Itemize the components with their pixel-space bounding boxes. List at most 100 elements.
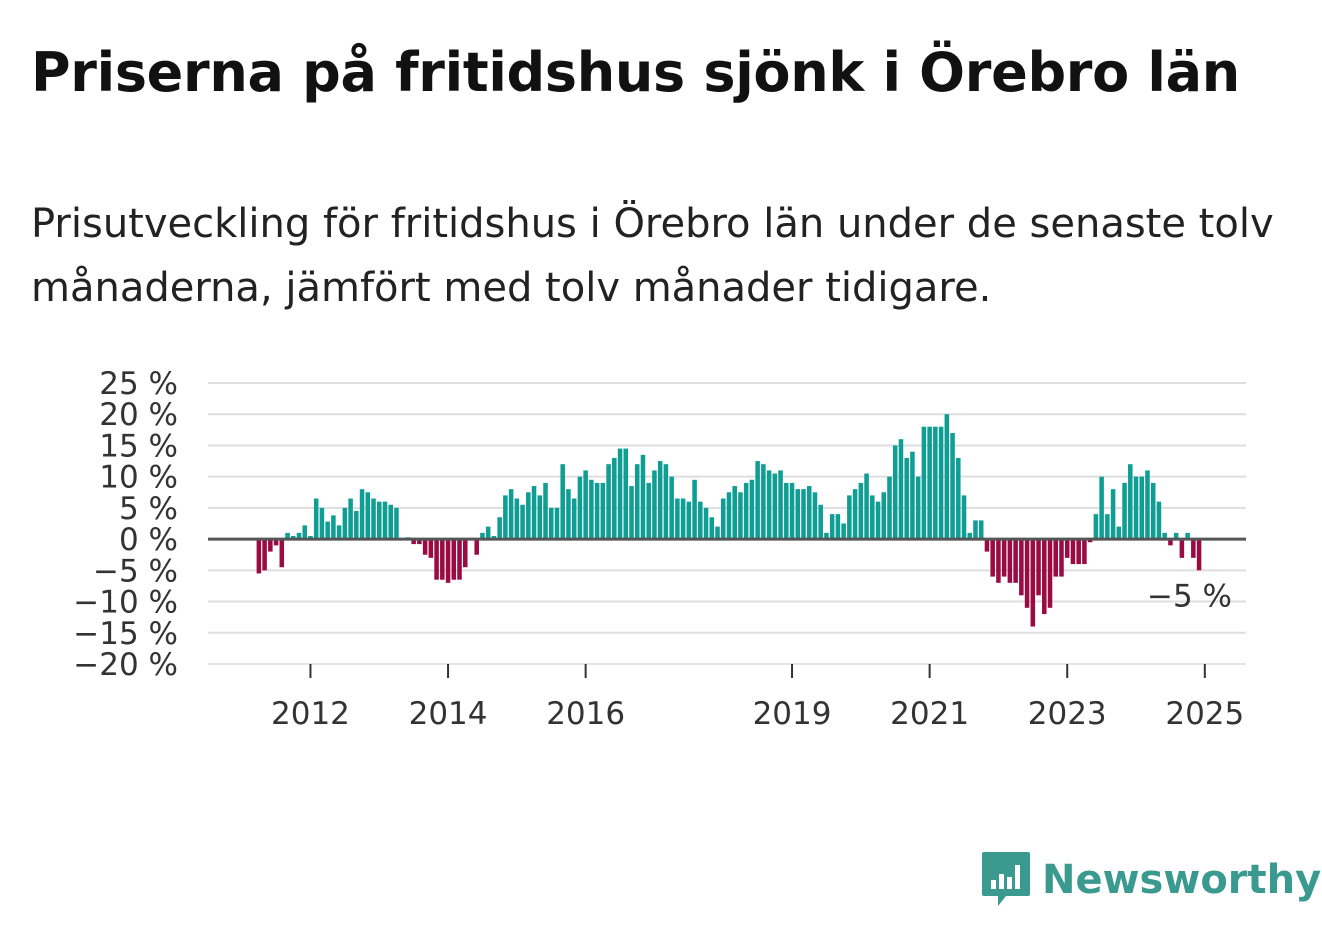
bar bbox=[629, 486, 634, 540]
bar bbox=[359, 489, 365, 540]
bar bbox=[1082, 539, 1087, 565]
bar bbox=[967, 532, 973, 540]
bar bbox=[554, 507, 560, 540]
bar bbox=[480, 532, 485, 540]
bar bbox=[743, 482, 749, 540]
bar bbox=[1053, 539, 1059, 577]
bar bbox=[485, 526, 491, 540]
bar bbox=[950, 432, 955, 540]
y-tick-label: 20 % bbox=[99, 397, 178, 433]
last-value-label: −5 % bbox=[1147, 578, 1232, 614]
bar bbox=[1064, 539, 1070, 558]
bar bbox=[422, 539, 428, 555]
y-tick-label: −20 % bbox=[73, 647, 178, 683]
bar bbox=[594, 482, 600, 540]
bar bbox=[1128, 464, 1133, 540]
bar bbox=[818, 504, 823, 540]
bar bbox=[732, 486, 737, 540]
bar bbox=[279, 539, 285, 568]
bar bbox=[657, 461, 663, 540]
newsworthy-logo-icon bbox=[982, 852, 1030, 906]
bar bbox=[491, 535, 497, 540]
bar bbox=[313, 498, 319, 540]
bar bbox=[801, 489, 806, 540]
bar bbox=[606, 464, 611, 540]
bar bbox=[1133, 476, 1139, 540]
chart-subtitle: Prisutveckling för fritidshus i Örebro l… bbox=[31, 201, 1274, 311]
bar bbox=[686, 501, 692, 540]
chart-title: Priserna på fritidshus sjönk i Örebro lä… bbox=[31, 41, 1240, 104]
bar bbox=[617, 448, 623, 540]
bar bbox=[388, 504, 393, 540]
bar bbox=[451, 539, 457, 580]
bar bbox=[847, 495, 852, 540]
bar bbox=[445, 539, 451, 583]
bar bbox=[669, 476, 674, 540]
bar bbox=[870, 495, 875, 540]
bar bbox=[1150, 482, 1156, 540]
bar bbox=[411, 539, 416, 545]
bar bbox=[371, 498, 376, 540]
bar bbox=[978, 520, 984, 540]
bar bbox=[1019, 539, 1024, 596]
bar bbox=[675, 498, 680, 540]
bar bbox=[927, 426, 932, 540]
y-tick-label: 10 % bbox=[99, 460, 178, 496]
bar bbox=[382, 501, 388, 540]
y-axis-ticks: 25 %20 %15 %10 %5 %0 %−5 %−10 %−15 %−20 … bbox=[73, 366, 178, 683]
bar bbox=[938, 426, 944, 540]
bar bbox=[503, 495, 508, 540]
bar bbox=[365, 492, 371, 540]
bar bbox=[508, 489, 514, 540]
bar bbox=[262, 539, 267, 571]
x-axis-ticks: 2012 2014 2016 2019 2021 2023 2025 bbox=[271, 664, 1244, 732]
annotations: −5 % bbox=[1147, 578, 1232, 614]
bar bbox=[273, 539, 279, 546]
bar bbox=[291, 535, 296, 540]
bar bbox=[806, 486, 812, 540]
bar bbox=[457, 539, 462, 580]
bar bbox=[1099, 476, 1104, 540]
bar bbox=[308, 535, 313, 540]
bar bbox=[537, 495, 543, 540]
bar bbox=[1156, 501, 1162, 540]
bar bbox=[497, 517, 502, 540]
bar bbox=[864, 473, 869, 540]
bar bbox=[428, 539, 434, 558]
bar bbox=[812, 492, 818, 540]
bar bbox=[881, 492, 887, 540]
newsworthy-logo: Newsworthy bbox=[980, 850, 1321, 910]
bar bbox=[761, 464, 766, 540]
bar bbox=[1110, 489, 1116, 540]
bar bbox=[726, 492, 732, 540]
bar bbox=[1070, 539, 1076, 565]
bar bbox=[715, 526, 720, 540]
bar bbox=[778, 470, 783, 540]
x-tick-label: 2023 bbox=[1028, 696, 1107, 732]
y-tick-label: 0 % bbox=[119, 522, 178, 558]
bar bbox=[1059, 539, 1064, 577]
bar bbox=[738, 492, 743, 540]
bar bbox=[933, 426, 938, 540]
bar bbox=[566, 489, 571, 540]
bar bbox=[795, 489, 801, 540]
bar bbox=[285, 532, 290, 540]
bar bbox=[652, 470, 657, 540]
bar bbox=[634, 464, 640, 540]
y-tick-label: −15 % bbox=[73, 616, 178, 652]
bar bbox=[589, 479, 594, 540]
y-tick-label: −5 % bbox=[93, 553, 178, 589]
x-tick-label: 2012 bbox=[271, 696, 350, 732]
bar bbox=[720, 498, 726, 540]
bar bbox=[1185, 532, 1190, 540]
bar bbox=[956, 457, 961, 540]
bar bbox=[784, 482, 789, 540]
bar bbox=[829, 514, 835, 540]
bar bbox=[984, 539, 990, 552]
bar bbox=[1001, 539, 1007, 577]
bar bbox=[331, 515, 336, 540]
bar bbox=[354, 511, 359, 540]
bar bbox=[548, 507, 554, 540]
bar bbox=[440, 539, 445, 580]
bar bbox=[766, 470, 772, 540]
